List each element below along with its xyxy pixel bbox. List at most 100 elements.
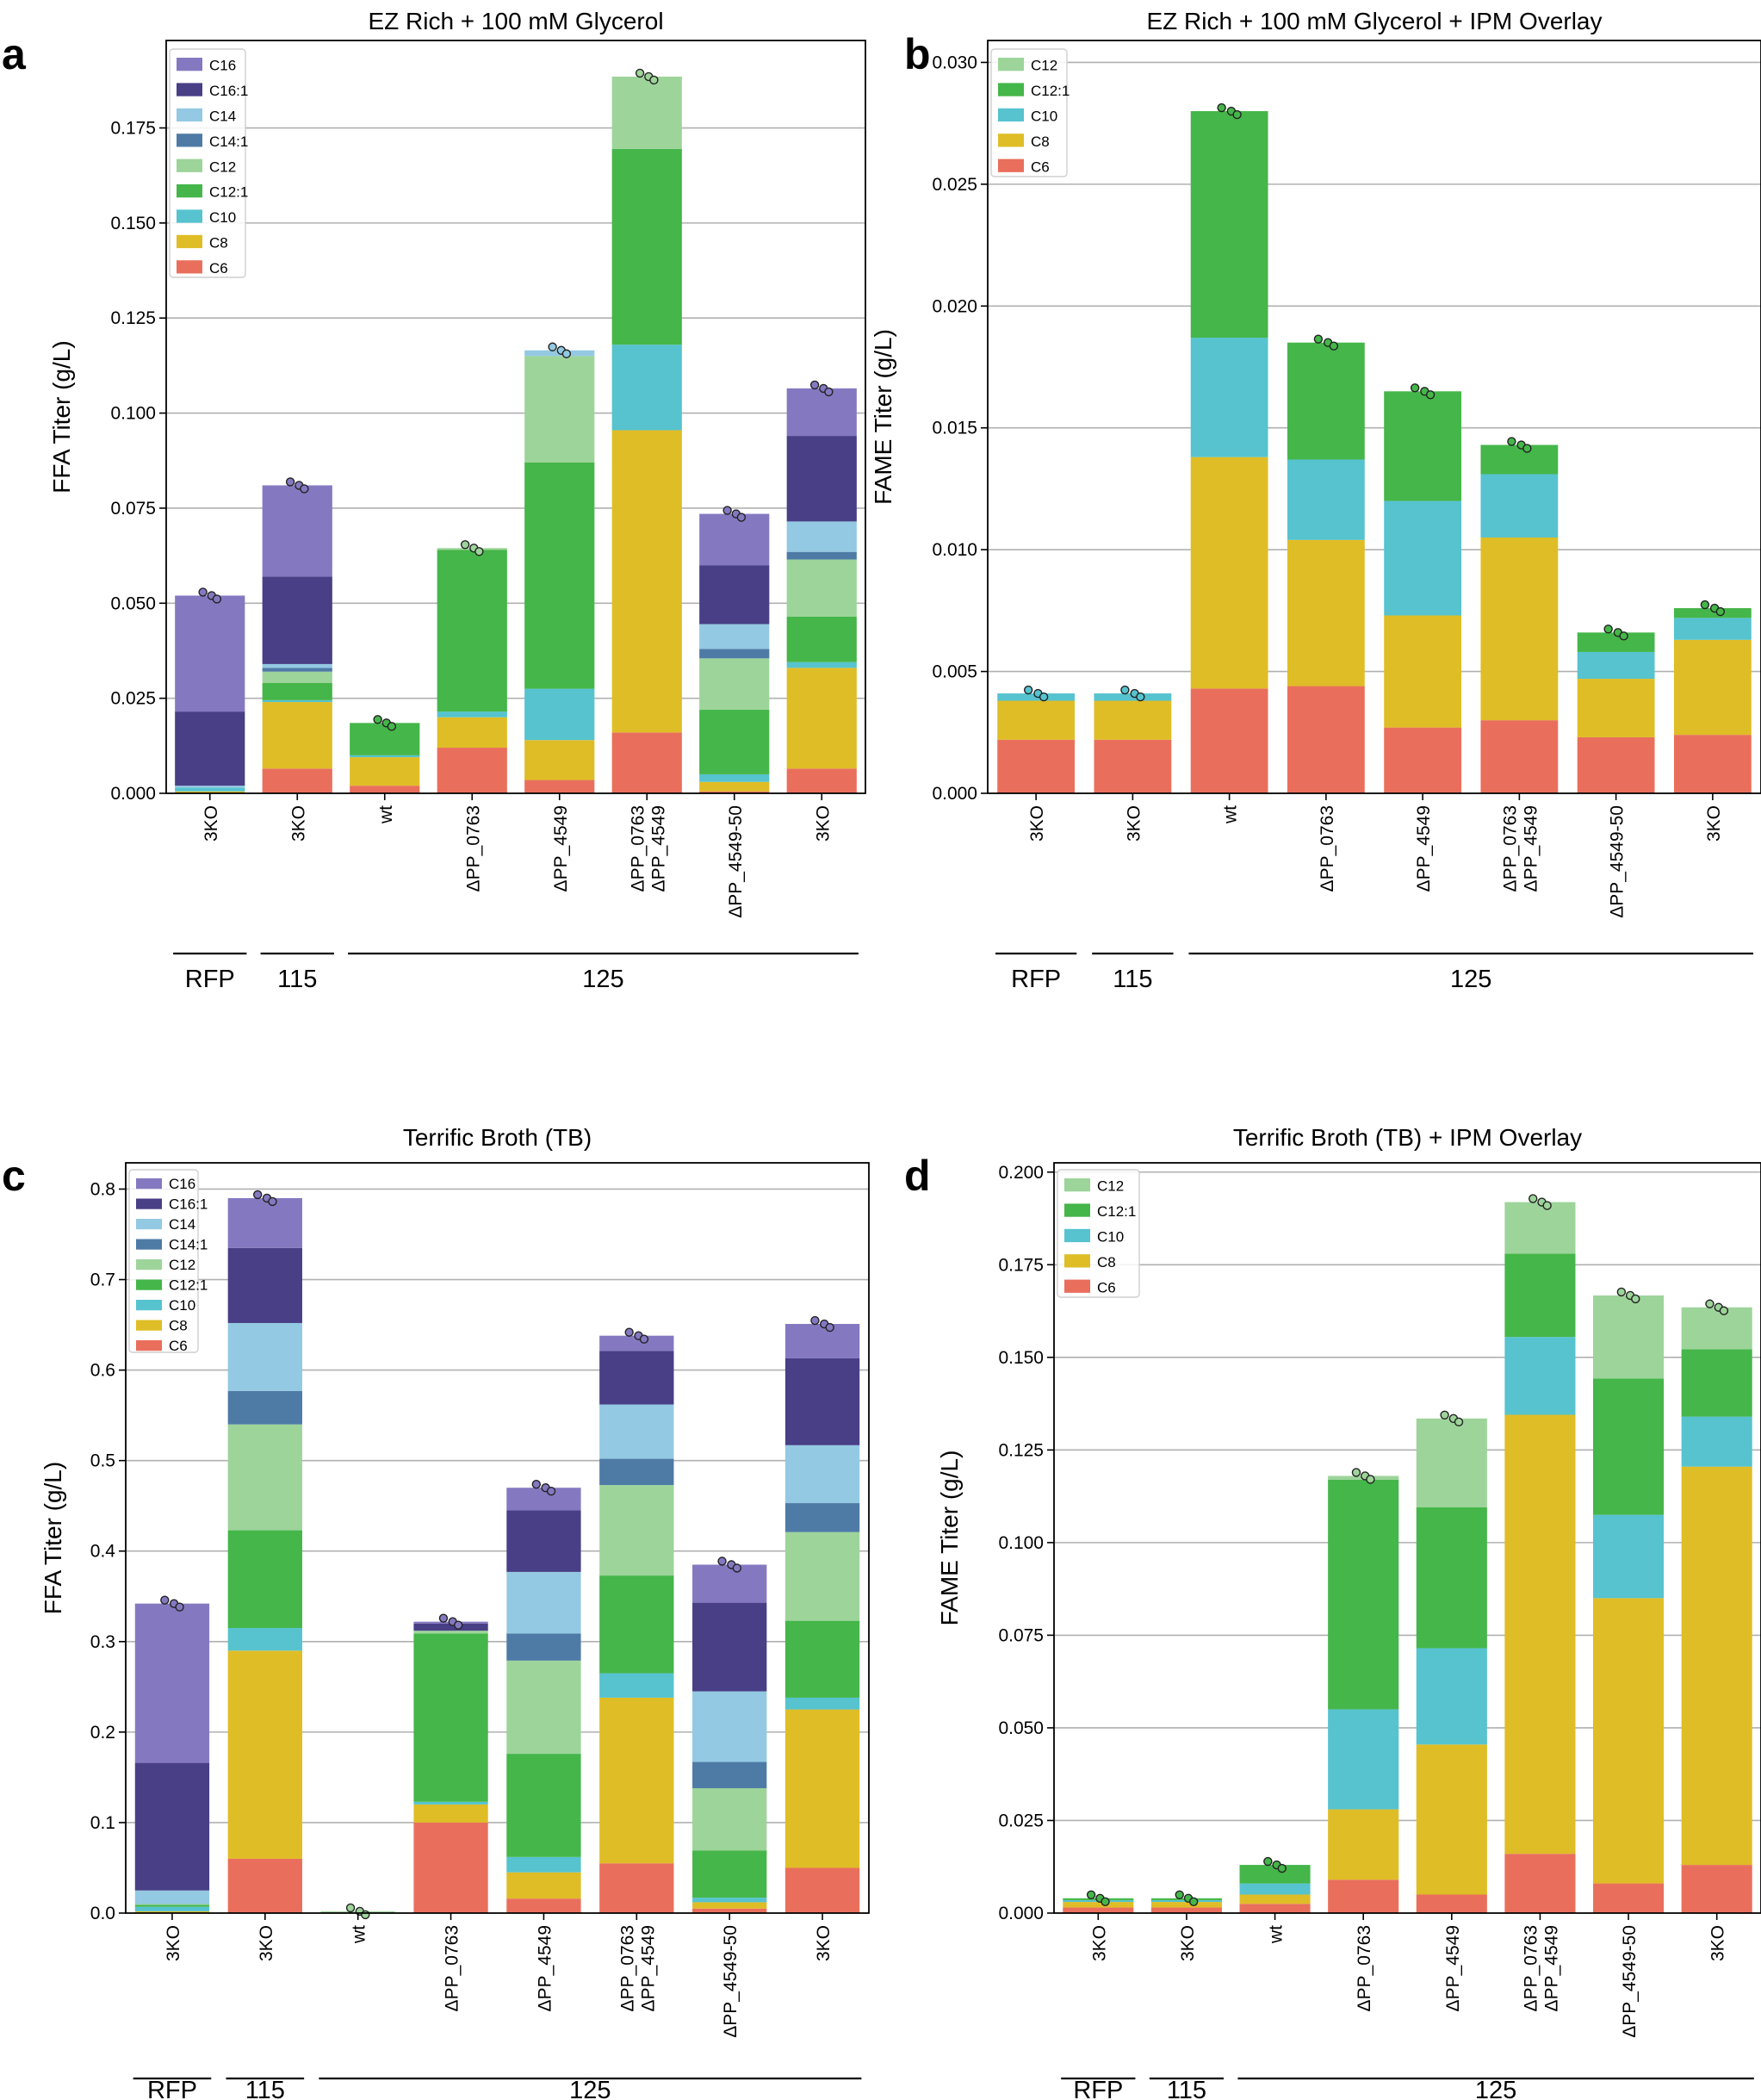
bar-segment-C6 xyxy=(227,1858,302,1913)
x-tick-label: ΔPP_4549 xyxy=(648,805,668,892)
replicate-point xyxy=(825,1322,834,1333)
replicate-point xyxy=(1410,383,1420,393)
legend-swatch xyxy=(998,134,1024,147)
y-tick-label: 0.125 xyxy=(110,308,156,328)
x-tick-label: ΔPP_4549 xyxy=(1521,805,1541,892)
bar-segment-C12-1 xyxy=(227,1530,302,1629)
legend-label: C14:1 xyxy=(209,134,248,150)
bar-segment-C8 xyxy=(1416,1744,1487,1895)
group-label: 115 xyxy=(245,2077,285,2100)
bar-segment-C8 xyxy=(997,700,1076,740)
x-tick-label: 3KO xyxy=(813,805,833,842)
replicate-point xyxy=(198,587,208,597)
legend-swatch xyxy=(136,1340,162,1351)
bar-segment-C8 xyxy=(1577,679,1655,737)
y-tick-label: 0.025 xyxy=(110,689,156,709)
x-tick-label: 3KO xyxy=(164,1925,183,1961)
x-tick-label: wt xyxy=(1221,805,1241,824)
group-label: 125 xyxy=(1450,966,1491,993)
x-tick-label: ΔPP_0763 xyxy=(1355,1925,1374,2011)
bar-segment-C12-1 xyxy=(1190,111,1268,339)
bar-segment-C12-1 xyxy=(1504,1253,1576,1338)
legend-swatch xyxy=(177,108,202,122)
panel-b: b EZ Rich + 100 mM Glycerol + IPM Overlay… xyxy=(870,8,1761,993)
bar-segment-C12-1 xyxy=(1681,1349,1752,1417)
bar-segment-C12-1 xyxy=(1593,1378,1665,1515)
replicate-point xyxy=(460,540,470,550)
legend-swatch xyxy=(177,184,202,198)
group-label: 115 xyxy=(277,966,317,993)
y-tick-label: 0.125 xyxy=(998,1440,1044,1460)
group-label: RFP xyxy=(1073,2077,1123,2100)
bar-segment-C16-1 xyxy=(175,711,245,786)
legend-swatch xyxy=(136,1320,162,1331)
replicate-point xyxy=(1120,685,1130,695)
replicate-point xyxy=(639,1334,649,1344)
replicate-point xyxy=(717,1556,727,1566)
bar-segment-C14-1 xyxy=(506,1633,581,1661)
bar-segment-C10 xyxy=(1287,459,1365,540)
bar-segment-C8 xyxy=(413,1804,488,1823)
legend-swatch xyxy=(177,158,202,172)
replicate-point xyxy=(1715,606,1726,617)
replicate-point xyxy=(1425,390,1435,400)
y-tick-label: 0.100 xyxy=(110,404,156,424)
legend-label: C12 xyxy=(169,1257,195,1273)
bar-segment-C10 xyxy=(599,1673,674,1698)
replicate-point xyxy=(160,1595,170,1605)
plot-frame xyxy=(987,40,1761,794)
bar-segment-C6 xyxy=(786,768,857,793)
y-axis-label: FFA Titer (g/L) xyxy=(40,1462,66,1614)
legend-swatch xyxy=(1064,1228,1090,1243)
bar-segment-C8 xyxy=(611,430,682,733)
replicate-point xyxy=(268,1196,277,1207)
replicate-point xyxy=(1616,1287,1627,1297)
x-tick-label: 3KO xyxy=(257,1925,276,1961)
bar-segment-C10 xyxy=(262,699,332,703)
legend-swatch xyxy=(177,260,202,274)
bar-segment-C10 xyxy=(175,787,245,792)
legend-swatch xyxy=(136,1219,162,1230)
bar-segment-C12 xyxy=(599,1485,674,1576)
x-tick-label: ΔPP_4549-50 xyxy=(721,1925,741,2038)
legend-label: C14:1 xyxy=(169,1236,208,1252)
legend-swatch xyxy=(136,1259,162,1271)
bar-segment-C12-1 xyxy=(599,1575,674,1674)
bar-segment-C10 xyxy=(506,1856,581,1873)
bar-segment-C6 xyxy=(1239,1904,1311,1913)
bar-segment-C8 xyxy=(1384,615,1462,728)
replicate-point xyxy=(453,1620,463,1630)
panel-letter: d xyxy=(904,1152,931,1200)
bar-segment-C8 xyxy=(262,702,332,769)
legend-label: C10 xyxy=(1031,109,1057,125)
bar-segment-C14-1 xyxy=(692,1761,767,1789)
bar-segment-C6 xyxy=(1593,1883,1665,1913)
bar-segment-C8 xyxy=(699,781,770,792)
bar-segment-C10 xyxy=(1328,1709,1399,1810)
group-label: RFP xyxy=(1011,966,1061,993)
x-tick-label: ΔPP_4549 xyxy=(1443,1925,1463,2011)
legend-swatch xyxy=(136,1279,162,1290)
legend-label: C6 xyxy=(209,260,228,276)
replicate-point xyxy=(361,1910,370,1920)
bar-segment-C16-1 xyxy=(692,1602,767,1692)
bar-segment-C14 xyxy=(262,663,332,668)
legend-swatch xyxy=(1064,1254,1090,1268)
replicate-point xyxy=(175,1602,184,1612)
bar-segment-C16 xyxy=(699,513,770,566)
replicate-point xyxy=(1136,692,1145,702)
bar-segment-C8 xyxy=(1239,1894,1311,1904)
y-tick-label: 0.025 xyxy=(932,175,977,195)
legend-label: C8 xyxy=(1097,1254,1116,1271)
bar-segment-C16-1 xyxy=(134,1762,210,1891)
bar-segment-C10 xyxy=(692,1898,767,1903)
bar-segment-C8 xyxy=(506,1872,581,1899)
legend-swatch xyxy=(136,1300,162,1311)
legend-label: C16:1 xyxy=(169,1196,208,1212)
bar-segment-C6 xyxy=(997,739,1076,793)
bar-segment-C10 xyxy=(1239,1883,1311,1895)
bar-segment-C8 xyxy=(599,1697,674,1864)
bar-segment-C14-1 xyxy=(227,1390,302,1425)
bar-segment-C10 xyxy=(1593,1514,1665,1599)
